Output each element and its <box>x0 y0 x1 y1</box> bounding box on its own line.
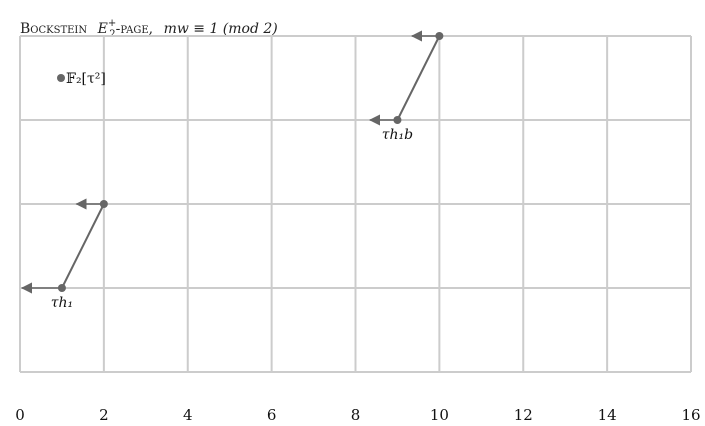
title-page-word: -page, <box>116 21 154 37</box>
class-label: τh₁b <box>382 127 413 143</box>
x-tick-label: 4 <box>183 406 193 424</box>
class-dot <box>435 32 444 40</box>
legend-label: 𝔽₂[τ²] <box>66 71 106 87</box>
class-dot <box>57 284 66 292</box>
title-condition: mw ≡ 1 (mod 2) <box>164 21 278 37</box>
grid <box>19 35 692 373</box>
title-math: E <box>97 21 108 37</box>
x-tick-label: 12 <box>514 406 533 424</box>
title-small-caps: Bockstein <box>20 21 87 37</box>
class-label: τh₁ <box>51 295 73 311</box>
legend-marker <box>57 74 65 82</box>
x-tick-label: 8 <box>351 406 361 424</box>
title-sup: + <box>108 18 116 29</box>
x-tick-label: 6 <box>267 406 277 424</box>
chart-marks: τh₁ τh₁b <box>20 30 444 311</box>
x-tick-label: 14 <box>598 406 617 424</box>
x-tick-label: 10 <box>430 406 449 424</box>
class-dot <box>393 116 402 124</box>
x-tick-labels: 0 2 4 6 8 10 12 14 16 <box>15 406 700 424</box>
differential-line <box>61 203 105 289</box>
class-dot <box>99 200 108 208</box>
x-tick-label: 16 <box>681 406 700 424</box>
differential-line <box>396 35 441 121</box>
chart-title: Bockstein E+ 2-page, mw ≡ 1 (mod 2) <box>20 18 278 40</box>
x-tick-label: 0 <box>15 406 25 424</box>
title-sub: 2 <box>109 29 115 40</box>
x-tick-label: 2 <box>99 406 109 424</box>
